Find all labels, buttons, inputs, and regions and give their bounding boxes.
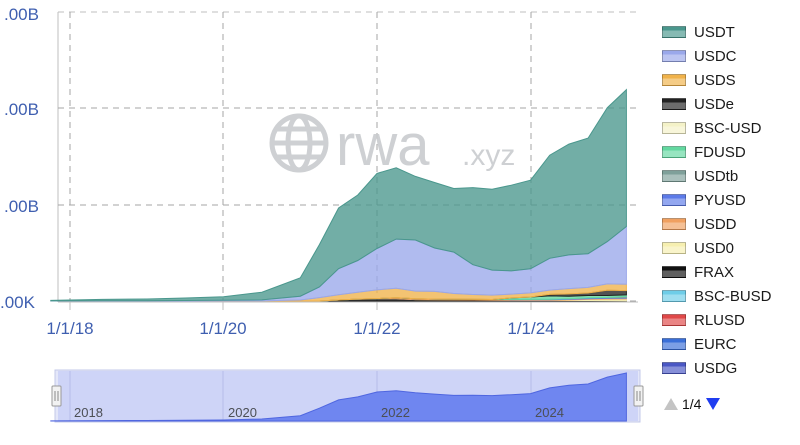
legend-item-bsc-busd[interactable]: BSC-BUSD xyxy=(662,284,800,308)
x-tick-label: 1/1/22 xyxy=(353,319,400,338)
navigator-right-handle[interactable] xyxy=(633,385,644,407)
legend-item-usdtb[interactable]: USDtb xyxy=(662,164,800,188)
legend-swatch xyxy=(662,26,686,38)
legend-swatch xyxy=(662,338,686,350)
legend-label: BSC-BUSD xyxy=(694,287,772,305)
legend-item-usdc[interactable]: USDC xyxy=(662,44,800,68)
legend-item-fdusd[interactable]: FDUSD xyxy=(662,140,800,164)
legend-label: FDUSD xyxy=(694,143,746,161)
legend-label: USD0 xyxy=(694,239,735,257)
legend-label: USDT xyxy=(694,23,735,41)
rwa-watermark: rwa .xyz xyxy=(269,113,515,178)
legend-label: RLUSD xyxy=(694,311,745,329)
legend-swatch xyxy=(662,218,686,230)
globe-icon xyxy=(269,113,329,173)
legend-item-eurc[interactable]: EURC xyxy=(662,332,800,356)
area-series-usdt[interactable] xyxy=(50,88,627,302)
legend-page-down-icon[interactable] xyxy=(706,398,721,410)
chart-legend: USDT USDC USDS USDe BSC-USD FDUSD USDtb PYUSD US… xyxy=(662,20,800,380)
y-tick-label: .00B xyxy=(4,100,39,119)
watermark-main: rwa xyxy=(336,113,430,178)
navigator-label: 2024 xyxy=(535,405,564,420)
legend-item-pyusd[interactable]: PYUSD xyxy=(662,188,800,212)
range-navigator[interactable]: 2018 2020 2022 2024 xyxy=(50,369,644,423)
y-tick-label: .00B xyxy=(4,197,39,216)
legend-item-usde[interactable]: USDe xyxy=(662,92,800,116)
stacked-area-series xyxy=(50,88,627,302)
legend-swatch xyxy=(662,50,686,62)
legend-label: FRAX xyxy=(694,263,735,281)
watermark-suffix: .xyz xyxy=(462,139,515,172)
legend-label: USDtb xyxy=(694,167,739,185)
legend-item-usd0[interactable]: USD0 xyxy=(662,236,800,260)
x-tick-label: 1/1/24 xyxy=(507,319,554,338)
legend-label: BSC-USD xyxy=(694,119,762,137)
legend-swatch xyxy=(662,194,686,206)
vertical-gridlines xyxy=(69,12,532,302)
legend-label: EURC xyxy=(694,335,737,353)
navigator-left-handle[interactable] xyxy=(51,385,62,407)
legend-swatch xyxy=(662,362,686,374)
y-axis: .00K .00B .00B .00B xyxy=(0,5,39,312)
legend-pager: 1/4 xyxy=(664,396,721,412)
legend-label: USDC xyxy=(694,47,737,65)
legend-swatch xyxy=(662,242,686,254)
legend-swatch xyxy=(662,290,686,302)
y-tick-label: .00B xyxy=(4,5,39,24)
legend-label: USDe xyxy=(694,95,735,113)
navigator-label: 2022 xyxy=(381,405,410,420)
legend-swatch xyxy=(662,98,686,110)
legend-label: USDG xyxy=(694,359,738,377)
navigator-label: 2018 xyxy=(74,405,103,420)
legend-item-usds[interactable]: USDS xyxy=(662,68,800,92)
legend-label: USDD xyxy=(694,215,737,233)
legend-item-usdg[interactable]: USDG xyxy=(662,356,800,380)
legend-swatch xyxy=(662,74,686,86)
legend-swatch xyxy=(662,314,686,326)
legend-swatch xyxy=(662,266,686,278)
legend-item-usdt[interactable]: USDT xyxy=(662,20,800,44)
legend-swatch xyxy=(662,170,686,182)
x-tick-label: 1/1/20 xyxy=(199,319,246,338)
navigator-label: 2020 xyxy=(228,405,257,420)
legend-swatch xyxy=(662,146,686,158)
navigator-series-area xyxy=(50,372,627,422)
legend-item-rlusd[interactable]: RLUSD xyxy=(662,308,800,332)
legend-item-bsc-usd[interactable]: BSC-USD xyxy=(662,116,800,140)
legend-label: PYUSD xyxy=(694,191,746,209)
legend-page-up-icon[interactable] xyxy=(664,398,678,410)
x-axis: 1/1/18 1/1/20 1/1/22 1/1/24 xyxy=(46,301,638,338)
legend-label: USDS xyxy=(694,71,736,89)
legend-page-indicator: 1/4 xyxy=(682,396,702,412)
legend-item-usdd[interactable]: USDD xyxy=(662,212,800,236)
x-tick-label: 1/1/18 xyxy=(46,319,93,338)
legend-swatch xyxy=(662,122,686,134)
legend-item-frax[interactable]: FRAX xyxy=(662,260,800,284)
y-tick-label: .00K xyxy=(0,293,36,312)
